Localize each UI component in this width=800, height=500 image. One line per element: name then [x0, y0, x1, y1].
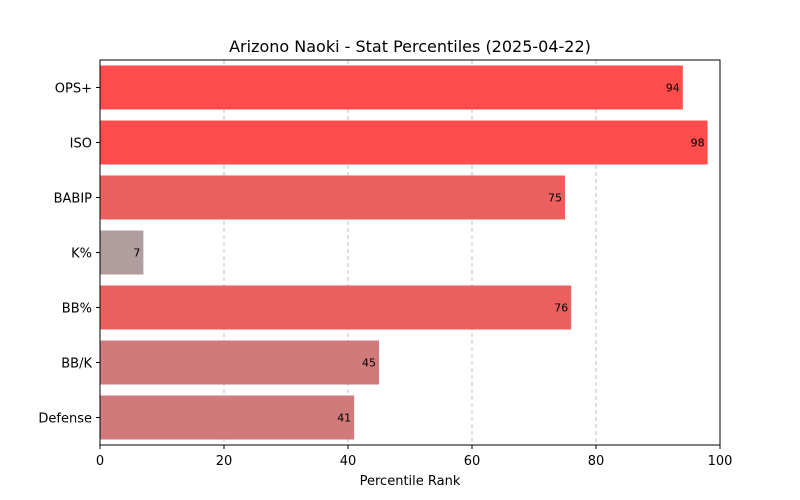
x-tick-label: 0 [96, 454, 104, 469]
data-label-bb-k: 45 [362, 357, 376, 370]
bar-bb-k [100, 340, 379, 385]
x-tick-label: 20 [216, 454, 233, 469]
data-label-k-pct: 7 [133, 247, 140, 260]
bar-bb-pct [100, 285, 572, 330]
data-label-defense: 41 [337, 412, 351, 425]
y-tick-label-defense: Defense [38, 412, 92, 427]
bar-ops-plus [100, 65, 683, 110]
bar-k-pct [100, 230, 144, 275]
y-tick-label-bb-k: BB/K [61, 357, 92, 372]
y-tick-label-iso: ISO [70, 137, 92, 152]
bar-defense [100, 395, 355, 440]
bar-iso [100, 120, 708, 165]
data-labels: 94 98 75 7 76 45 41 [133, 82, 704, 425]
y-tick-label-babip: BABIP [54, 192, 93, 207]
chart-title: Arizono Naoki - Stat Percentiles (2025-0… [229, 37, 591, 56]
y-axis-ticks: OPS+ ISO BABIP K% BB% BB/K Defense [38, 82, 100, 427]
x-tick-label: 100 [708, 454, 733, 469]
data-label-iso: 98 [691, 137, 705, 150]
data-label-bb-pct: 76 [554, 302, 568, 315]
data-label-ops-plus: 94 [666, 82, 680, 95]
x-axis-label: Percentile Rank [360, 474, 461, 489]
x-tick-label: 60 [464, 454, 481, 469]
x-tick-label: 40 [340, 454, 357, 469]
bar-babip [100, 175, 565, 220]
y-tick-label-k-pct: K% [71, 247, 92, 262]
x-tick-label: 80 [588, 454, 605, 469]
x-axis-ticks: 0 20 40 60 80 100 [96, 445, 733, 469]
y-tick-label-ops-plus: OPS+ [55, 82, 92, 97]
data-label-babip: 75 [548, 192, 562, 205]
bars [100, 65, 708, 440]
y-tick-label-bb-pct: BB% [62, 302, 92, 317]
